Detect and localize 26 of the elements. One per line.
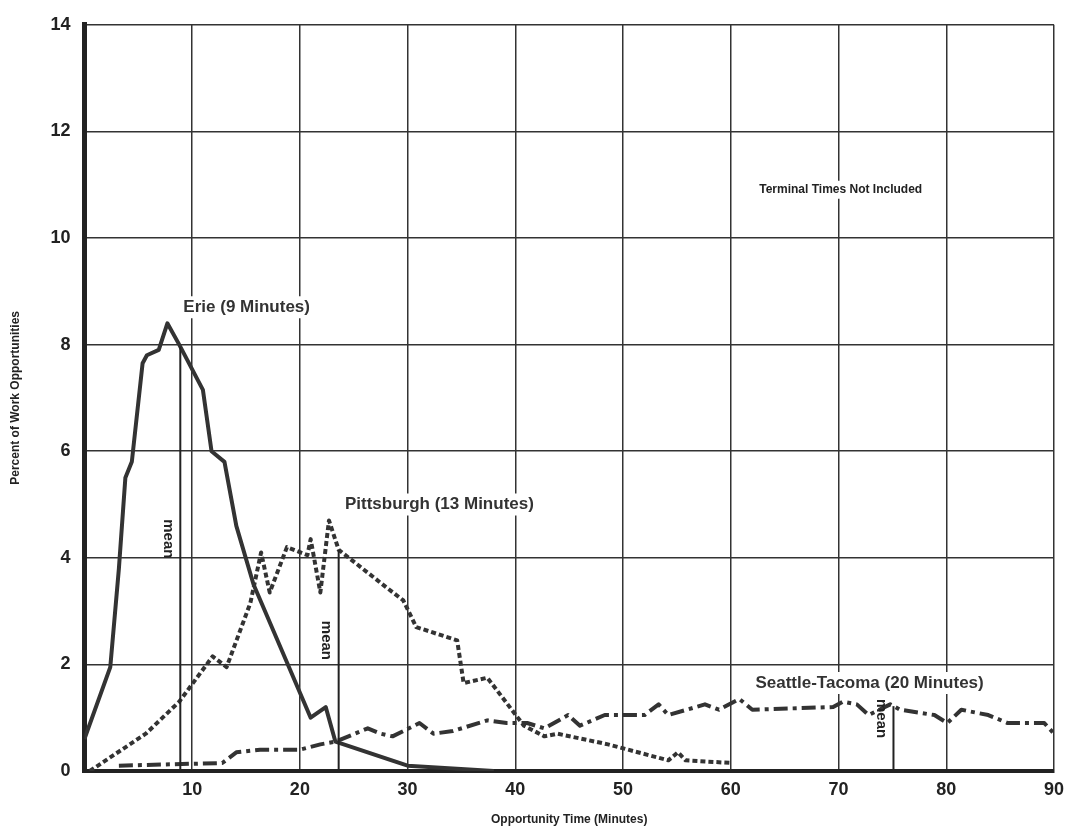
series-label: Pittsburgh (13 Minutes) <box>344 494 534 514</box>
y-axis-title: Percent of Work Opportunities <box>7 310 22 485</box>
y-tick-label: 4 <box>60 546 71 567</box>
ref-line-label: mean <box>873 698 891 739</box>
y-tick-label: 2 <box>60 653 71 674</box>
x-tick-label: 40 <box>505 778 526 799</box>
x-tick-label: 50 <box>613 778 634 799</box>
y-tick-label: 12 <box>50 120 71 141</box>
y-tick-label: 6 <box>60 440 71 461</box>
x-tick-label: 30 <box>397 778 418 799</box>
y-tick-label: 8 <box>60 333 71 354</box>
annotation: Terminal Times Not Included <box>759 182 923 197</box>
x-tick-label: 10 <box>182 778 203 799</box>
x-tick-label: 90 <box>1043 778 1064 799</box>
y-tick-label: 0 <box>60 759 71 780</box>
y-tick-label: 10 <box>50 226 71 247</box>
x-tick-label: 20 <box>289 778 310 799</box>
ref-line-label: mean <box>160 519 178 559</box>
x-tick-label: 60 <box>720 778 741 799</box>
x-tick-label: 80 <box>936 778 957 799</box>
series-label: Seattle-Tacoma (20 Minutes) <box>755 672 984 692</box>
x-axis-title: Opportunity Time (Minutes) <box>490 812 648 827</box>
x-tick-label: 70 <box>828 778 849 799</box>
y-tick-label: 14 <box>50 13 71 34</box>
ref-line-label: mean <box>319 620 337 660</box>
series-label: Erie (9 Minutes) <box>183 296 310 316</box>
